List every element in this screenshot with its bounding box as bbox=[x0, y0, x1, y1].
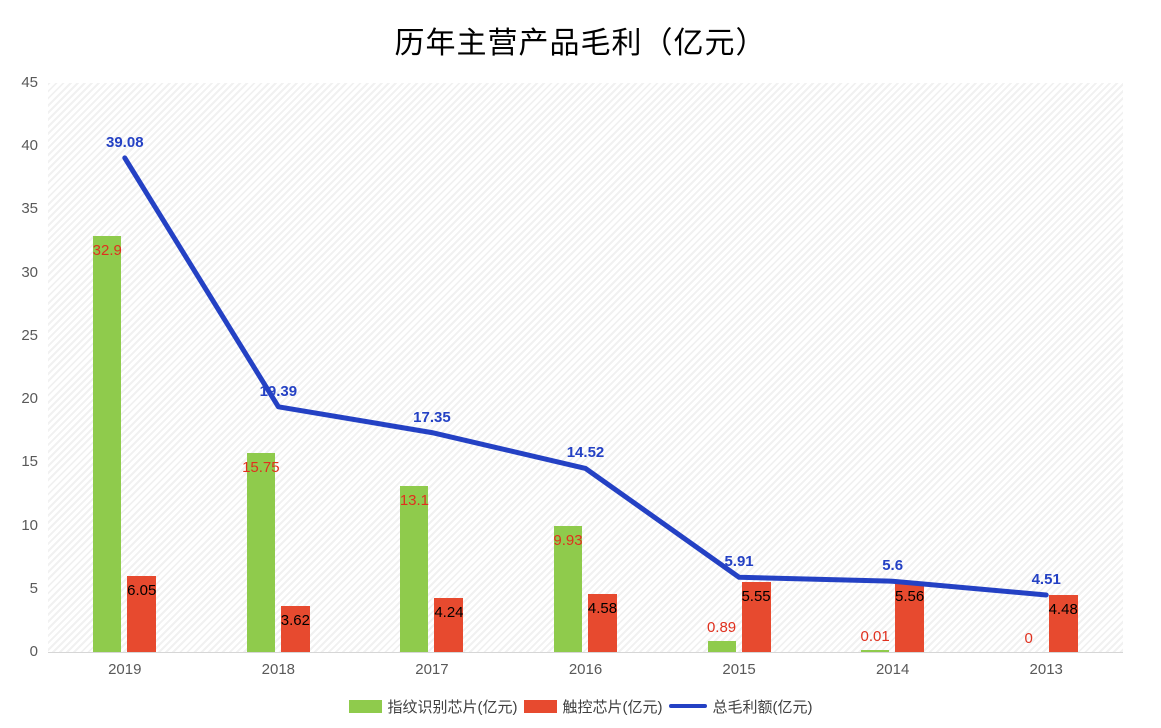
y-axis-tick-label: 30 bbox=[21, 263, 38, 281]
fingerprint-chip-value-label: 15.75 bbox=[242, 458, 280, 476]
touch-chip-value-label: 4.24 bbox=[434, 604, 464, 622]
total-profit-value-label: 17.35 bbox=[413, 408, 451, 426]
total-profit-value-label: 19.39 bbox=[259, 382, 298, 400]
y-axis-tick-label: 25 bbox=[21, 326, 38, 344]
y-axis-tick-label: 35 bbox=[21, 200, 38, 218]
chart-title: 历年主营产品毛利（亿元） bbox=[394, 27, 767, 60]
total-series-line-swatch-icon bbox=[668, 704, 707, 708]
data-labels-layer: 32.9 6.05 39.08 15.75 3.62 19.39 13.1 4.24 17.35… bbox=[48, 83, 1123, 652]
fingerprint-chip-value-label: 32.9 bbox=[92, 241, 122, 259]
bars-layer bbox=[48, 83, 1123, 652]
total-profit-value-label: 4.51 bbox=[1031, 570, 1061, 588]
x-axis-category-label: 2016 bbox=[568, 661, 603, 678]
legend: 指纹识别芯片(亿元) 触控芯片(亿元) 总毛利额(亿元) bbox=[0, 692, 1161, 720]
x-axis-category-label: 2017 bbox=[415, 661, 449, 678]
y-axis-tick-label: 10 bbox=[21, 516, 38, 534]
y-axis-tick-label: 20 bbox=[21, 390, 38, 408]
legend-label-fingerprint: 指纹识别芯片(亿元) bbox=[387, 698, 518, 716]
fingerprint-chip-bar bbox=[554, 526, 582, 652]
legend-item-touch: 触控芯片(亿元) bbox=[523, 696, 663, 717]
x-axis-category-label: 2014 bbox=[875, 661, 910, 678]
touch-chip-value-label: 6.05 bbox=[127, 581, 157, 599]
legend-label-total: 总毛利额(亿元) bbox=[712, 698, 813, 716]
y-axis-tick-label: 0 bbox=[29, 643, 38, 660]
touch-chip-value-label: 5.56 bbox=[895, 587, 925, 605]
legend-item-fingerprint: 指纹识别芯片(亿元) bbox=[348, 696, 518, 717]
fingerprint-series-swatch-icon bbox=[348, 699, 382, 713]
touch-chip-bar bbox=[895, 581, 925, 652]
legend-label-touch: 触控芯片(亿元) bbox=[562, 698, 663, 716]
total-profit-value-label: 39.08 bbox=[106, 133, 144, 151]
x-axis-category-label: 2013 bbox=[1029, 661, 1063, 678]
fingerprint-chip-value-label: 0.01 bbox=[860, 628, 890, 645]
touch-chip-bar bbox=[588, 594, 617, 652]
fingerprint-chip-bar bbox=[93, 236, 122, 652]
total-profit-value-label: 5.6 bbox=[882, 557, 904, 575]
touch-chip-bar bbox=[1048, 595, 1078, 652]
x-axis-category-label: 2019 bbox=[108, 661, 142, 678]
touch-chip-bar bbox=[280, 606, 310, 652]
touch-chip-bar bbox=[741, 581, 771, 652]
y-axis-tick-label: 45 bbox=[21, 74, 38, 91]
touch-chip-bar bbox=[127, 575, 157, 652]
x-axis-category-label: 2015 bbox=[722, 661, 756, 678]
touch-chip-value-label: 5.55 bbox=[741, 587, 771, 605]
total-profit-line bbox=[122, 155, 1049, 598]
touch-chip-value-label: 3.62 bbox=[280, 612, 310, 630]
plot-area: 32.9 6.05 39.08 15.75 3.62 19.39 13.1 4.24 17.35… bbox=[48, 83, 1123, 653]
touch-chip-value-label: 4.48 bbox=[1048, 601, 1078, 619]
y-axis-tick-label: 5 bbox=[29, 579, 38, 597]
fingerprint-chip-value-label: 9.93 bbox=[553, 532, 583, 550]
fingerprint-chip-bar bbox=[707, 640, 736, 652]
fingerprint-chip-bar bbox=[861, 650, 890, 652]
y-axis-tick-label: 40 bbox=[21, 137, 38, 155]
touch-chip-value-label: 4.58 bbox=[587, 600, 618, 618]
x-axis-category-label: 2018 bbox=[261, 661, 296, 678]
total-profit-value-label: 14.52 bbox=[566, 444, 605, 462]
touch-series-swatch-icon bbox=[523, 699, 557, 713]
touch-chip-bar bbox=[434, 598, 464, 652]
y-axis-tick-label: 15 bbox=[21, 453, 38, 471]
legend-item-total: 总毛利额(亿元) bbox=[668, 696, 813, 717]
fingerprint-chip-bar bbox=[246, 452, 275, 652]
total-profit-value-label: 5.91 bbox=[724, 553, 754, 571]
fingerprint-chip-value-label: 0 bbox=[1024, 630, 1033, 647]
fingerprint-chip-value-label: 0.89 bbox=[706, 618, 737, 636]
fingerprint-chip-value-label: 13.1 bbox=[399, 492, 430, 510]
fingerprint-chip-bar bbox=[400, 486, 429, 652]
